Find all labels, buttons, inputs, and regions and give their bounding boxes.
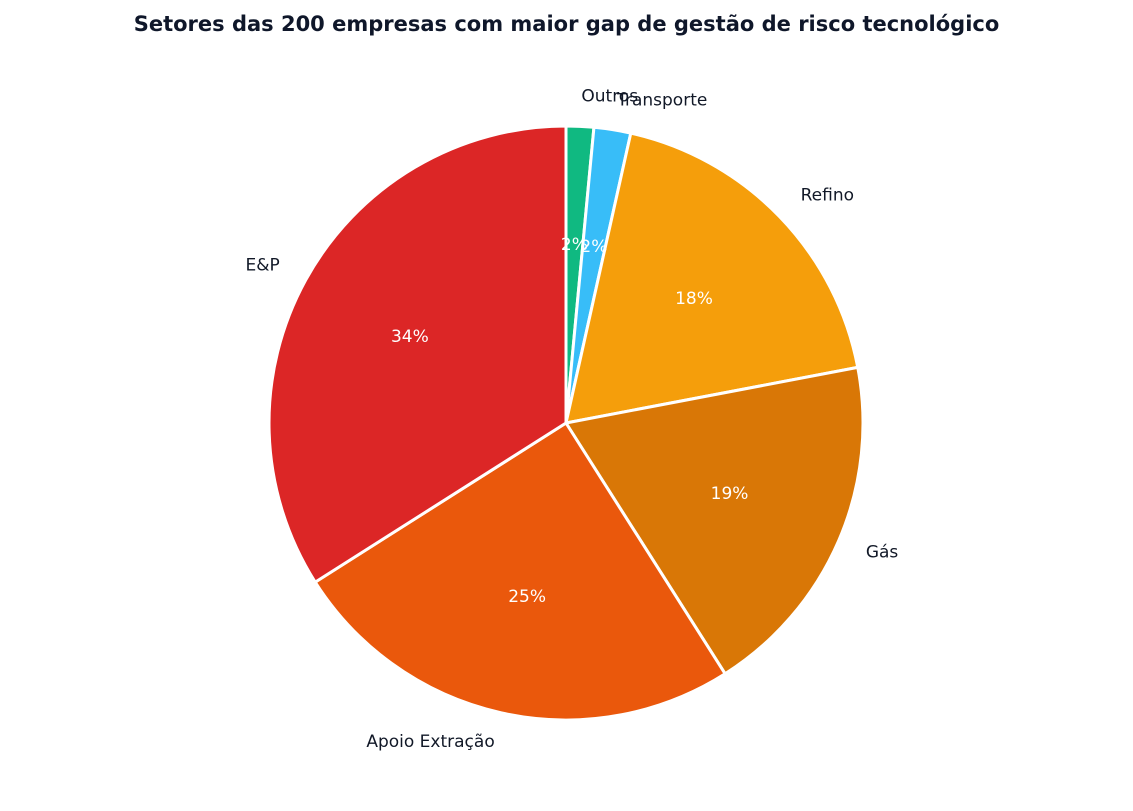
- pie-slice-e-p: [267, 124, 568, 584]
- pct-label-e-p: 34%: [391, 327, 429, 347]
- category-label-e-p: E&P: [245, 256, 279, 276]
- category-label-outros: Outros: [581, 87, 638, 107]
- category-label-refino: Refino: [801, 186, 854, 206]
- pie-slice-apoio-extracao: [313, 421, 727, 722]
- percentage-labels: 2%2% 18% 19% 25% 34%: [391, 235, 748, 607]
- pie-slice-gas: [564, 365, 865, 676]
- category-label-transporte: Transporte: [616, 90, 707, 110]
- chart-title: Setores das 200 empresas com maior gap d…: [133, 12, 1000, 36]
- pct-label-apoio-extracao: 25%: [508, 587, 546, 607]
- pie-slices: [267, 124, 865, 722]
- category-label-gas: Gás: [866, 543, 899, 563]
- pct-label-gas: 19%: [711, 484, 749, 504]
- category-label-apoio-extracao: Apoio Extração: [366, 732, 494, 752]
- pct-label-refino: 18%: [675, 289, 713, 309]
- pct-label-outros: 2%: [561, 235, 588, 255]
- pie-slice-refino: [564, 131, 860, 425]
- pct-label-transporte: 2%: [580, 237, 607, 257]
